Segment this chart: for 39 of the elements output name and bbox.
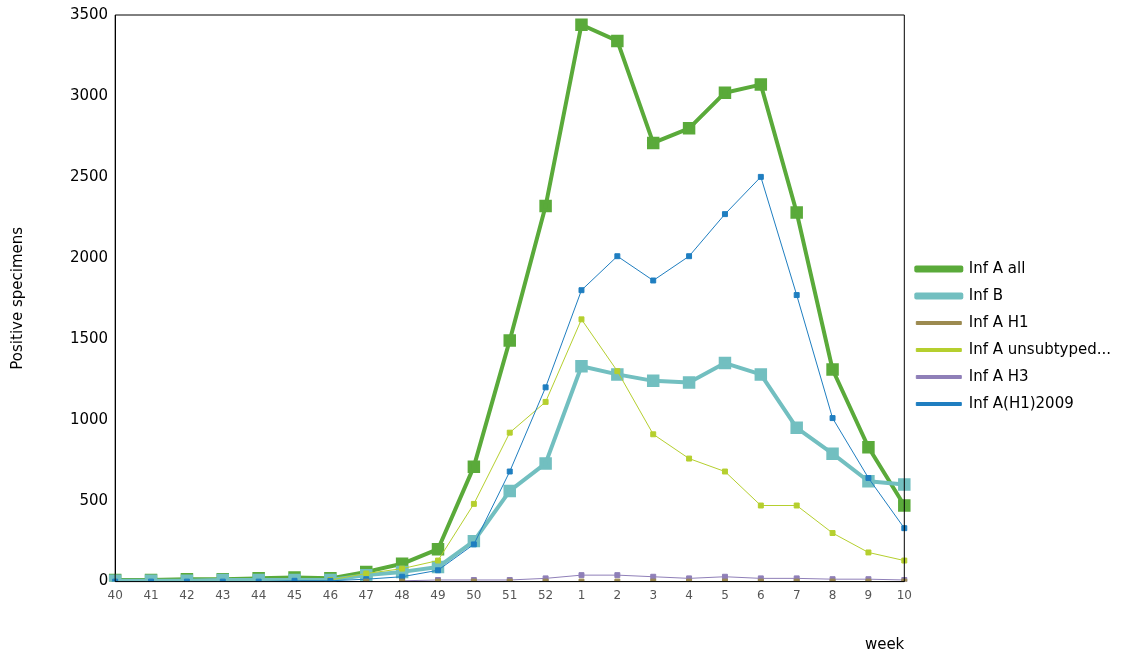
y-tick-label: 1000 bbox=[69, 409, 109, 428]
x-tick-label: 47 bbox=[358, 587, 374, 602]
x-tick-label: 46 bbox=[322, 587, 339, 602]
x-tick-label: 3 bbox=[649, 587, 658, 602]
x-tick-label: 50 bbox=[466, 587, 482, 602]
x-tick-label: 10 bbox=[896, 587, 912, 602]
x-tick-label: 5 bbox=[721, 587, 729, 602]
x-tick-label: 4 bbox=[685, 587, 693, 602]
x-tick-label: 42 bbox=[179, 587, 195, 602]
legend-label: Inf A H1 bbox=[968, 312, 1029, 331]
legend-label: Inf A unsubtyped... bbox=[968, 339, 1111, 358]
legend-label: Inf A(H1)2009 bbox=[968, 393, 1074, 412]
y-tick-label: 1500 bbox=[69, 328, 109, 347]
x-tick-label: 6 bbox=[757, 587, 765, 602]
y-tick-label: 3500 bbox=[69, 4, 109, 23]
x-tick-label: 7 bbox=[792, 587, 801, 602]
x-tick-label: 2 bbox=[613, 587, 622, 602]
x-tick-label: 48 bbox=[394, 587, 410, 602]
legend-label: Inf A all bbox=[968, 258, 1026, 277]
y-tick-label: 3000 bbox=[69, 85, 109, 104]
x-tick-label: 51 bbox=[502, 587, 518, 602]
y-tick-label: 2000 bbox=[69, 247, 109, 266]
x-tick-label: 52 bbox=[537, 587, 554, 602]
x-tick-label: 40 bbox=[107, 587, 123, 602]
y-tick-label: 500 bbox=[79, 490, 109, 509]
y-tick-label: 0 bbox=[98, 571, 109, 590]
y-axis-title: Positive specimens bbox=[7, 226, 26, 370]
x-tick-label: 41 bbox=[143, 587, 159, 602]
y-tick-label: 2500 bbox=[69, 166, 109, 185]
legend-label: Inf A H3 bbox=[968, 366, 1029, 385]
x-tick-label: 49 bbox=[430, 587, 446, 602]
x-tick-label: 44 bbox=[251, 587, 267, 602]
x-axis-title: week bbox=[864, 634, 905, 653]
x-tick-label: 45 bbox=[286, 587, 303, 602]
x-tick-label: 1 bbox=[577, 587, 586, 602]
legend-label: Inf B bbox=[968, 285, 1004, 304]
x-tick-label: 43 bbox=[215, 587, 231, 602]
x-tick-label: 8 bbox=[828, 587, 837, 602]
x-tick-label: 9 bbox=[864, 587, 873, 602]
